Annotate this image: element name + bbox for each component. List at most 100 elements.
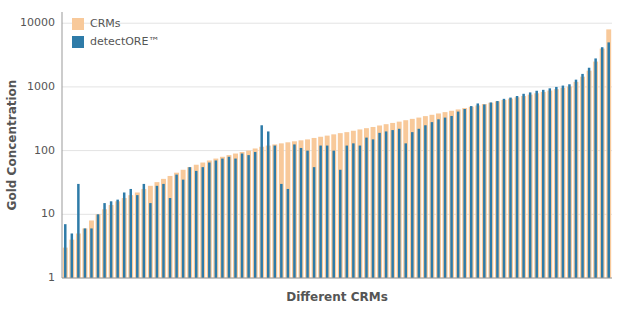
- bar: [397, 122, 402, 278]
- bar: [326, 146, 328, 278]
- bar: [64, 224, 66, 278]
- bar: [509, 98, 511, 278]
- bar: [89, 220, 94, 278]
- bar: [220, 157, 225, 278]
- bar: [287, 189, 289, 278]
- bar: [416, 118, 421, 278]
- bar: [377, 125, 382, 278]
- bar: [429, 115, 434, 278]
- bar: [247, 155, 249, 278]
- bar: [470, 106, 472, 278]
- bar: [344, 132, 349, 278]
- bar: [378, 133, 380, 278]
- bar: [418, 129, 420, 278]
- bar: [391, 130, 393, 278]
- bar: [90, 228, 92, 278]
- bar: [71, 233, 73, 278]
- bar: [313, 167, 315, 278]
- bar: [97, 214, 99, 278]
- bar: [200, 163, 205, 278]
- bar: [181, 170, 186, 278]
- grid-line: [62, 278, 612, 279]
- bar: [228, 157, 230, 278]
- bar: [77, 184, 79, 278]
- bar: [483, 104, 485, 278]
- bar: [385, 131, 387, 278]
- bar: [529, 92, 531, 278]
- bar: [116, 200, 118, 278]
- series: [64, 42, 610, 278]
- bar: [411, 132, 413, 278]
- bar: [292, 141, 297, 278]
- bar: [450, 116, 452, 278]
- bar: [482, 104, 487, 278]
- bar: [607, 42, 609, 278]
- bar: [82, 228, 87, 278]
- bar: [338, 133, 343, 278]
- grid-line: [62, 86, 612, 87]
- x-axis-line: [62, 278, 612, 279]
- bar: [148, 186, 153, 278]
- bar: [351, 131, 356, 278]
- bar: [601, 47, 603, 278]
- y-tick-label: 10000: [20, 16, 55, 29]
- bar: [110, 201, 112, 278]
- bar: [300, 148, 302, 278]
- bar: [384, 124, 389, 278]
- bar: [522, 94, 524, 278]
- bar: [568, 84, 570, 278]
- bar: [372, 139, 374, 278]
- bar: [253, 148, 258, 278]
- bar: [175, 175, 177, 278]
- bar: [555, 87, 557, 278]
- bar: [490, 102, 492, 278]
- bar: [424, 125, 426, 278]
- bar: [410, 119, 415, 278]
- bar: [325, 136, 330, 278]
- chart: 110100100010000Different CRMsGold Concen…: [0, 0, 624, 310]
- bar: [202, 167, 204, 278]
- bars: [63, 29, 611, 278]
- bar: [437, 119, 439, 278]
- bar: [463, 109, 465, 278]
- bar: [581, 74, 583, 278]
- bar: [207, 160, 212, 278]
- bar: [594, 58, 596, 278]
- bar: [272, 144, 277, 278]
- bar: [312, 138, 317, 278]
- bar: [346, 146, 348, 278]
- bar: [403, 120, 408, 278]
- bar: [169, 198, 171, 278]
- legend-label: CRMs: [90, 17, 121, 30]
- bar: [469, 107, 474, 278]
- series: [63, 29, 611, 278]
- y-tick-label: 100: [34, 144, 55, 157]
- bar: [339, 170, 341, 278]
- bar: [279, 143, 284, 278]
- bar: [213, 159, 218, 278]
- bar: [240, 152, 245, 278]
- bar: [227, 155, 232, 278]
- y-ticks: 110100100010000: [20, 16, 55, 284]
- bar: [254, 152, 256, 278]
- bar: [535, 91, 537, 278]
- grid: [62, 23, 612, 278]
- bar: [457, 112, 459, 278]
- bar: [495, 101, 500, 278]
- legend: CRMsdetectORE™: [72, 17, 159, 48]
- bar: [174, 173, 179, 278]
- bar: [423, 116, 428, 278]
- bar: [436, 113, 441, 278]
- bar: [221, 159, 223, 278]
- bar: [293, 144, 295, 278]
- bar: [405, 143, 407, 278]
- bar: [188, 167, 190, 278]
- bar: [161, 179, 166, 278]
- y-tick-label: 1000: [27, 80, 55, 93]
- bar: [549, 88, 551, 278]
- bar: [233, 154, 238, 278]
- bar: [562, 86, 564, 278]
- bar: [456, 109, 461, 278]
- bar: [168, 176, 173, 278]
- bar: [357, 129, 362, 278]
